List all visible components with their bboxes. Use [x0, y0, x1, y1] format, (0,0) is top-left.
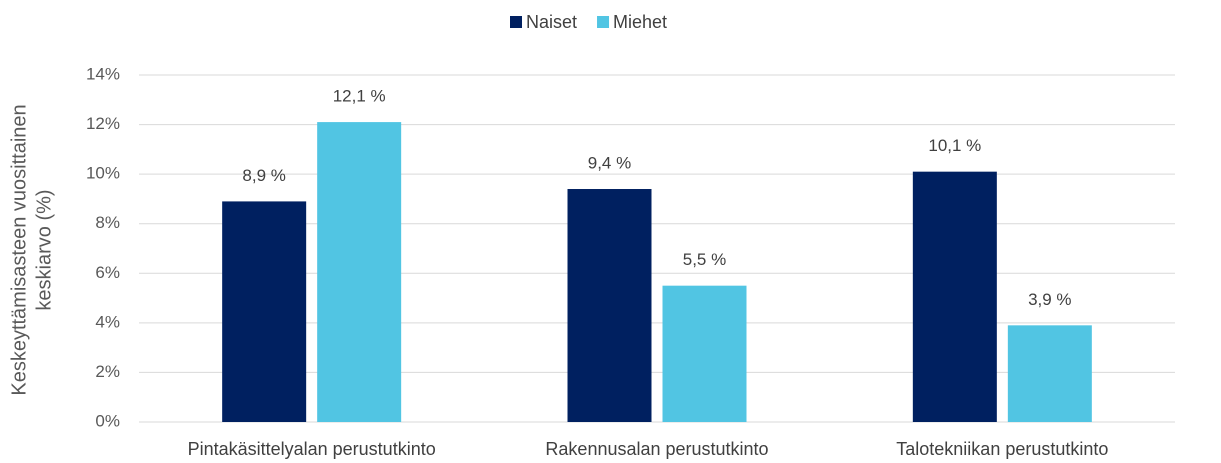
y-axis-title-line: Keskeyttämisasteen vuosittainen — [8, 104, 30, 395]
data-label: 9,4 % — [588, 153, 631, 172]
legend-label: Miehet — [613, 12, 667, 32]
data-label: 10,1 % — [928, 136, 981, 155]
data-label: 8,9 % — [242, 166, 285, 185]
x-tick-label: Rakennusalan perustutkinto — [545, 439, 768, 459]
y-axis-title-line: keskiarvo (%) — [33, 189, 55, 310]
y-tick-label: 14% — [86, 64, 120, 83]
y-tick-label: 8% — [95, 213, 120, 232]
legend-swatch — [597, 16, 610, 28]
legend-label: Naiset — [526, 12, 577, 32]
bar — [317, 122, 402, 422]
data-label: 3,9 % — [1028, 290, 1071, 309]
data-label: 12,1 % — [333, 87, 386, 106]
y-tick-label: 2% — [95, 362, 120, 381]
y-tick-label: 10% — [86, 164, 120, 183]
bar — [222, 201, 307, 422]
bar — [1007, 325, 1092, 422]
bar — [662, 285, 747, 422]
y-tick-label: 6% — [95, 263, 120, 282]
y-tick-label: 4% — [95, 312, 120, 331]
y-axis-title: Keskeyttämisasteen vuosittainen keskiarv… — [8, 104, 55, 395]
data-label: 5,5 % — [683, 250, 726, 269]
bar — [567, 189, 652, 422]
x-tick-label: Talotekniikan perustutkinto — [896, 439, 1108, 459]
y-tick-label: 12% — [86, 114, 120, 133]
legend-swatch — [510, 16, 522, 28]
x-tick-label: Pintakäsittelyalan perustutkinto — [188, 439, 436, 459]
bar — [912, 171, 997, 422]
y-tick-label: 0% — [95, 411, 120, 430]
